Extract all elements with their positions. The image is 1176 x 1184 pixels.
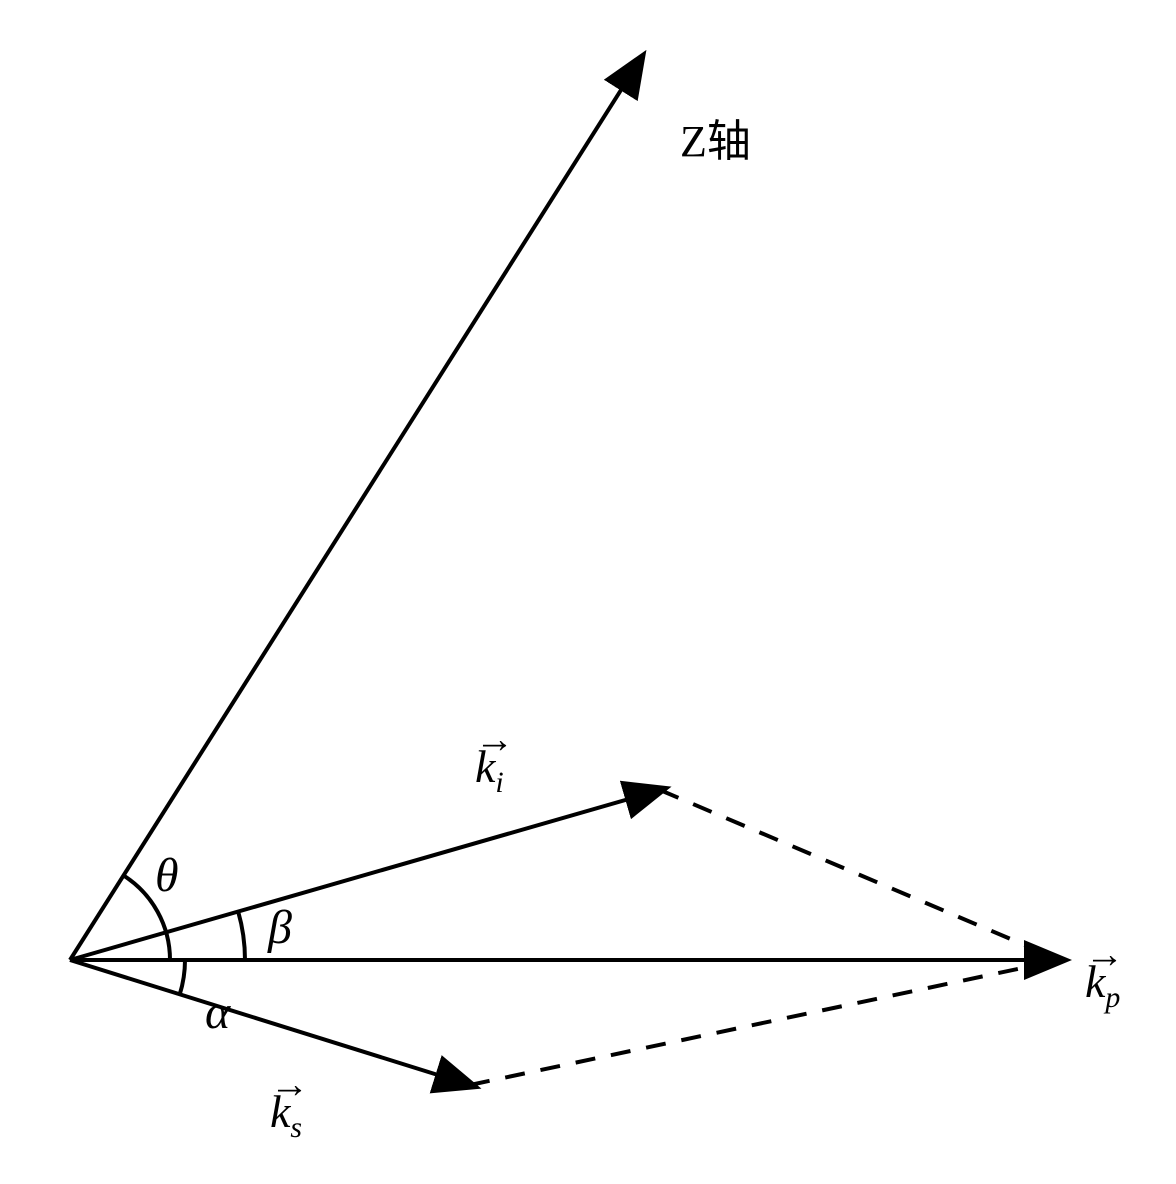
vector-diagram-svg bbox=[0, 0, 1176, 1184]
z-axis-label: Z轴 bbox=[680, 105, 751, 169]
theta-label: θ bbox=[155, 848, 179, 903]
beta-label: β bbox=[268, 900, 292, 955]
alpha-label: α bbox=[205, 985, 230, 1040]
ks-label: ks bbox=[270, 1085, 302, 1145]
ki-label: ki bbox=[475, 740, 504, 800]
kp-label: kp bbox=[1085, 955, 1120, 1015]
